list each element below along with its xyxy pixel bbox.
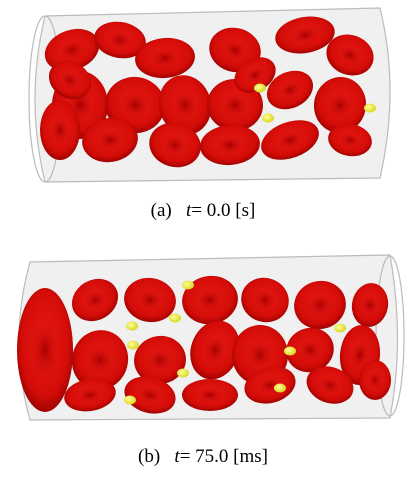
platelet — [127, 341, 139, 350]
platelet — [262, 114, 274, 123]
figure: (a) t= 0.0 [s] (b) t= 75.0 [ms] — [0, 0, 406, 480]
platelet — [124, 396, 136, 405]
platelet — [364, 104, 376, 113]
time-value: = 0.0 [s] — [191, 200, 255, 222]
platelet — [334, 324, 346, 333]
caption-a: (a) t= 0.0 [s] — [0, 200, 406, 222]
cell-dimple — [366, 369, 384, 391]
time-value: = 75.0 [ms] — [180, 446, 268, 468]
platelet — [284, 347, 296, 356]
platelet — [169, 314, 181, 323]
caption-b: (b) t= 75.0 [ms] — [0, 446, 406, 468]
platelet — [126, 322, 138, 331]
platelet — [182, 281, 194, 290]
cell-dimple — [30, 316, 61, 384]
cell-dimple — [245, 339, 276, 372]
platelet — [254, 84, 266, 93]
renderings — [0, 0, 406, 480]
platelet — [274, 384, 286, 393]
cell-dimple — [49, 114, 71, 147]
panel-label: (a) — [151, 200, 172, 222]
panel-label: (b) — [138, 446, 160, 468]
cell-dimple — [195, 386, 226, 404]
platelet — [177, 369, 189, 378]
